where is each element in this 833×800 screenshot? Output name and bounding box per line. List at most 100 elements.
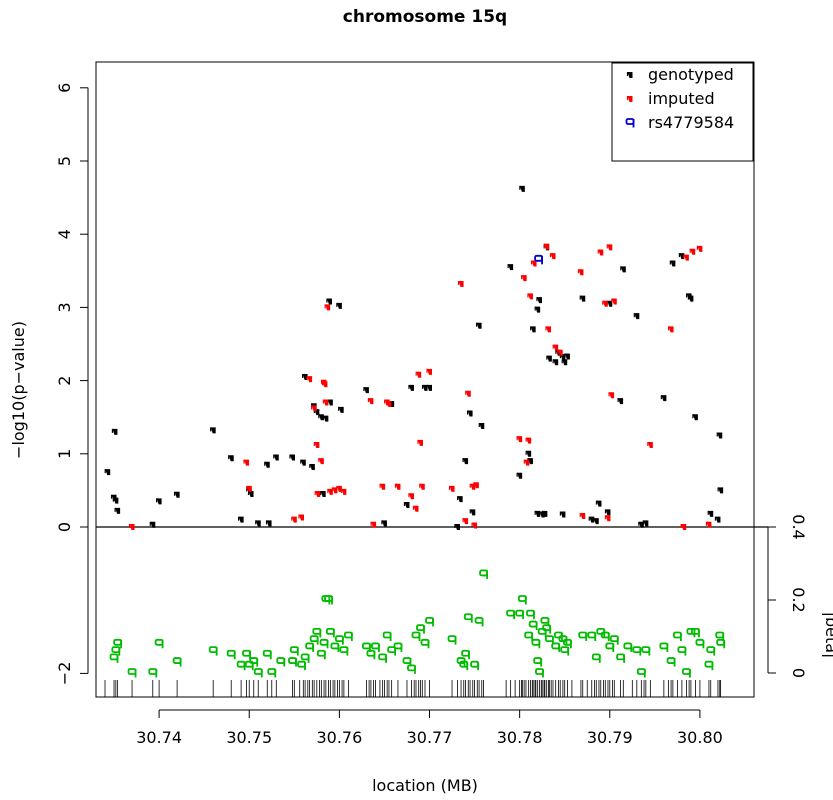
beta-point bbox=[691, 627, 700, 638]
genotyped-point-fill bbox=[526, 450, 532, 457]
imputed-point-fill bbox=[291, 516, 297, 523]
imputed-point-fill bbox=[449, 485, 455, 492]
genotyped-point-fill bbox=[560, 511, 566, 518]
genotyped-point bbox=[516, 472, 523, 479]
genotyped-point bbox=[536, 297, 542, 304]
genotyped-point bbox=[579, 295, 586, 302]
imputed-point-fill bbox=[521, 275, 527, 282]
imputed-point-fill bbox=[380, 483, 386, 490]
imputed-point bbox=[243, 459, 250, 466]
imputed-point-fill bbox=[417, 439, 423, 446]
beta-point bbox=[411, 631, 421, 641]
genotyped-point-fill bbox=[476, 322, 482, 329]
genotyped-point bbox=[114, 507, 121, 514]
genotyped-point-fill bbox=[542, 510, 548, 517]
genotyped-point-fill bbox=[688, 295, 694, 302]
beta-point bbox=[461, 649, 470, 660]
genotyped-point-fill bbox=[115, 507, 121, 514]
legend-marker-genotyped bbox=[626, 72, 633, 78]
beta-point bbox=[288, 657, 297, 667]
genotyped-point-fill bbox=[620, 266, 626, 273]
genotyped-point bbox=[620, 266, 626, 273]
beta-point bbox=[309, 635, 319, 645]
beta-point bbox=[289, 646, 299, 656]
x-tick-label: 30.78 bbox=[497, 728, 543, 747]
beta-point bbox=[113, 638, 123, 649]
genotyped-point bbox=[408, 384, 414, 391]
genotyped-point-fill bbox=[564, 353, 570, 360]
imputed-point-fill bbox=[611, 298, 617, 305]
beta-point bbox=[127, 668, 137, 678]
imputed-point bbox=[314, 491, 321, 498]
imputed-point bbox=[667, 326, 674, 333]
genotyped-point-fill bbox=[718, 487, 724, 494]
genotyped-point-fill bbox=[302, 373, 308, 380]
beta-point bbox=[343, 631, 353, 641]
genotyped-point-fill bbox=[692, 414, 698, 421]
genotyped-point bbox=[273, 454, 279, 461]
imputed-point-fill bbox=[580, 513, 586, 520]
genotyped-point bbox=[541, 510, 548, 517]
genotyped-point-fill bbox=[228, 455, 234, 462]
imputed-point-fill bbox=[315, 491, 321, 498]
genotyped-point bbox=[302, 373, 308, 380]
imputed-point-fill bbox=[647, 442, 653, 449]
imputed-point-fill bbox=[314, 442, 320, 449]
imputed-point bbox=[543, 243, 550, 250]
genotyped-point bbox=[466, 410, 473, 417]
genotyped-point bbox=[426, 384, 433, 391]
y-axis-label: −log10(p−value) bbox=[9, 321, 28, 459]
imputed-point-fill bbox=[341, 488, 347, 495]
imputed-point-fill bbox=[683, 254, 689, 261]
beta-point bbox=[716, 638, 726, 649]
genotyped-point-fill bbox=[517, 472, 523, 479]
genotyped-point-fill bbox=[255, 520, 261, 527]
genotyped-point-fill bbox=[661, 395, 667, 402]
imputed-point-fill bbox=[416, 371, 422, 378]
genotyped-point-fill bbox=[470, 509, 476, 516]
beta-point bbox=[267, 668, 277, 678]
imputed-point bbox=[530, 260, 537, 267]
genotyped-point-fill bbox=[708, 510, 714, 517]
genotyped-point-fill bbox=[546, 355, 552, 362]
genotyped-point-fill bbox=[113, 497, 119, 504]
imputed-point bbox=[471, 522, 478, 529]
genotyped-point bbox=[687, 295, 694, 302]
legend-label-imputed: imputed bbox=[648, 89, 715, 108]
genotyped-point-fill bbox=[156, 498, 162, 505]
genotyped-point bbox=[322, 415, 329, 422]
genotyped-point bbox=[507, 264, 514, 271]
genotyped-point bbox=[469, 509, 476, 516]
genotyped-point bbox=[716, 432, 723, 439]
beta-point bbox=[533, 657, 543, 667]
beta-point bbox=[378, 653, 388, 663]
genotyped-point-fill bbox=[238, 516, 244, 523]
genotyped-point bbox=[678, 253, 685, 260]
imputed-point-fill bbox=[668, 326, 674, 333]
genotyped-point bbox=[642, 520, 649, 527]
beta-point bbox=[459, 660, 469, 671]
genotyped-point bbox=[633, 313, 640, 320]
beta-point bbox=[704, 660, 714, 671]
imputed-point-fill bbox=[472, 522, 478, 529]
genotyped-point-fill bbox=[717, 432, 723, 439]
imputed-point-fill bbox=[609, 392, 615, 399]
y-tick-label: 6 bbox=[55, 83, 74, 93]
imputed-point bbox=[527, 293, 533, 300]
imputed-point bbox=[696, 245, 703, 252]
imputed-point-fill bbox=[690, 248, 696, 255]
genotyped-point-fill bbox=[363, 387, 369, 394]
genotyped-point-fill bbox=[715, 516, 721, 523]
beta-point bbox=[666, 657, 676, 667]
imputed-point-fill bbox=[318, 458, 324, 465]
imputed-point-fill bbox=[545, 326, 551, 333]
beta-point bbox=[111, 646, 121, 656]
imputed-point-fill bbox=[336, 485, 342, 492]
genotyped-point-fill bbox=[553, 359, 559, 366]
beta-point bbox=[420, 638, 430, 649]
genotyped-point-fill bbox=[467, 410, 473, 417]
imputed-point bbox=[525, 437, 532, 444]
imputed-point bbox=[318, 458, 324, 465]
imputed-point bbox=[408, 493, 414, 500]
imputed-point bbox=[465, 390, 471, 397]
